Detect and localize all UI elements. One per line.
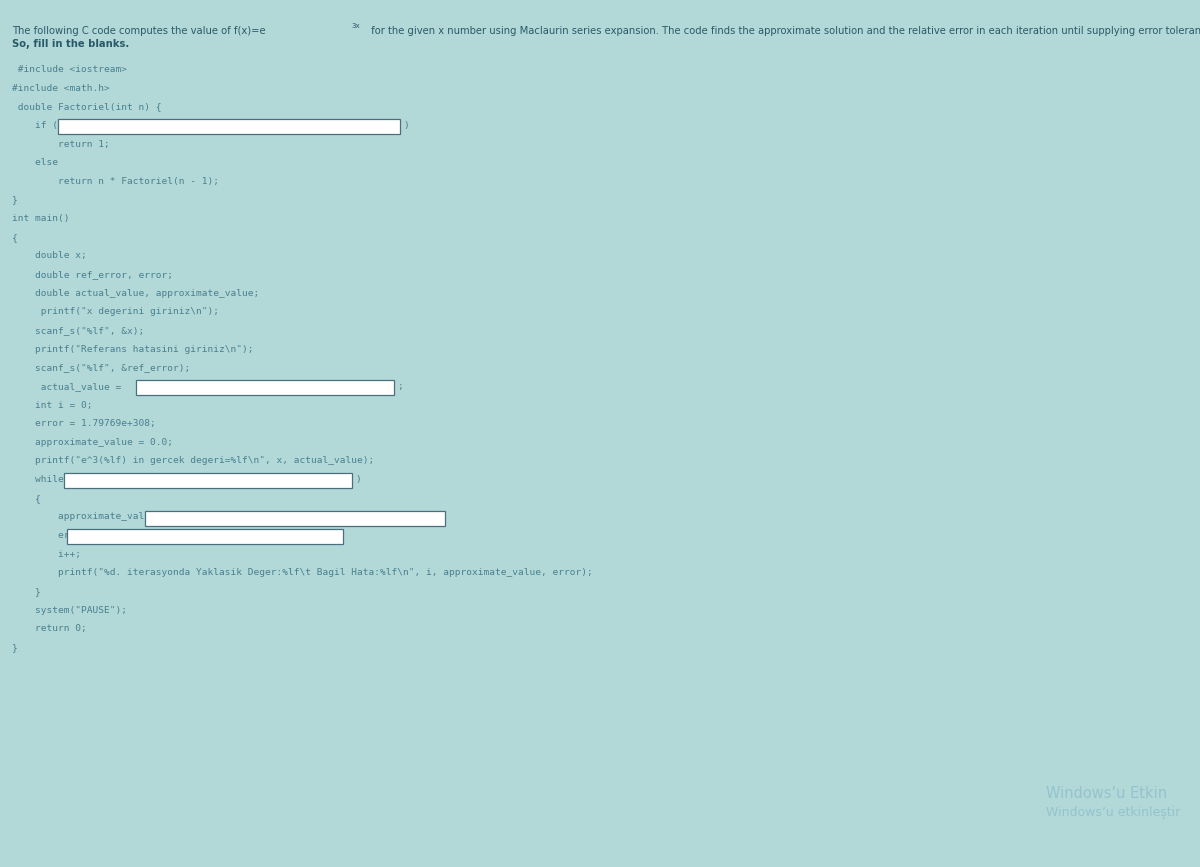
Text: The following C code computes the value of f(x)=e: The following C code computes the value … bbox=[12, 26, 265, 36]
Text: }: } bbox=[12, 195, 18, 205]
Text: ;: ; bbox=[397, 381, 403, 391]
Text: return n * Factoriel(n - 1);: return n * Factoriel(n - 1); bbox=[12, 177, 220, 186]
Text: 3x: 3x bbox=[352, 23, 360, 29]
Text: double actual_value, approximate_value;: double actual_value, approximate_value; bbox=[12, 289, 259, 297]
Text: printf("Referans hatasini giriniz\n");: printf("Referans hatasini giriniz\n"); bbox=[12, 344, 253, 354]
FancyBboxPatch shape bbox=[136, 380, 394, 395]
Text: scanf_s("%lf", &ref_error);: scanf_s("%lf", &ref_error); bbox=[12, 363, 191, 372]
FancyBboxPatch shape bbox=[58, 119, 400, 134]
Text: double x;: double x; bbox=[12, 251, 86, 260]
Text: actual_value =: actual_value = bbox=[12, 381, 121, 391]
Text: system("PAUSE");: system("PAUSE"); bbox=[12, 605, 127, 615]
Text: }: } bbox=[12, 587, 41, 596]
Text: return 1;: return 1; bbox=[12, 140, 109, 148]
Text: error =: error = bbox=[12, 531, 98, 540]
Text: So, fill in the blanks.: So, fill in the blanks. bbox=[12, 39, 130, 49]
Text: i++;: i++; bbox=[12, 550, 82, 558]
Text: #include <math.h>: #include <math.h> bbox=[12, 83, 109, 93]
FancyBboxPatch shape bbox=[67, 529, 343, 544]
Text: Windows’u etkinleştir: Windows’u etkinleştir bbox=[1046, 806, 1181, 819]
Text: while (: while ( bbox=[12, 475, 76, 484]
Text: int main(): int main() bbox=[12, 214, 70, 223]
Text: Windows’u Etkin: Windows’u Etkin bbox=[1046, 786, 1168, 801]
Text: else: else bbox=[12, 158, 58, 167]
Text: {: { bbox=[12, 232, 18, 242]
Text: return 0;: return 0; bbox=[12, 624, 86, 633]
Text: {: { bbox=[12, 493, 41, 503]
Text: printf("e^3(%lf) in gercek degeri=%lf\n", x, actual_value);: printf("e^3(%lf) in gercek degeri=%lf\n"… bbox=[12, 456, 374, 466]
FancyBboxPatch shape bbox=[145, 511, 445, 525]
Text: double ref_error, error;: double ref_error, error; bbox=[12, 270, 173, 279]
Text: scanf_s("%lf", &x);: scanf_s("%lf", &x); bbox=[12, 326, 144, 335]
Text: approximate_value = 0.0;: approximate_value = 0.0; bbox=[12, 438, 173, 447]
Text: ): ) bbox=[355, 475, 361, 484]
Text: double Factoriel(int n) {: double Factoriel(int n) { bbox=[12, 102, 162, 111]
Text: #include <iostream>: #include <iostream> bbox=[12, 65, 127, 74]
Text: printf("%d. iterasyonda Yaklasik Deger:%lf\t Bagil Hata:%lf\n", i, approximate_v: printf("%d. iterasyonda Yaklasik Deger:%… bbox=[12, 568, 593, 577]
Text: int i = 0;: int i = 0; bbox=[12, 401, 92, 409]
Text: printf("x degerini giriniz\n");: printf("x degerini giriniz\n"); bbox=[12, 307, 220, 316]
Text: ): ) bbox=[403, 121, 409, 130]
FancyBboxPatch shape bbox=[64, 473, 352, 488]
Text: approximate_value +=: approximate_value += bbox=[12, 512, 173, 521]
Text: error = 1.79769e+308;: error = 1.79769e+308; bbox=[12, 419, 156, 428]
Text: }: } bbox=[12, 642, 18, 652]
Text: for the given x number using Maclaurin series expansion. The code finds the appr: for the given x number using Maclaurin s… bbox=[368, 26, 1200, 36]
Text: if (: if ( bbox=[12, 121, 58, 130]
